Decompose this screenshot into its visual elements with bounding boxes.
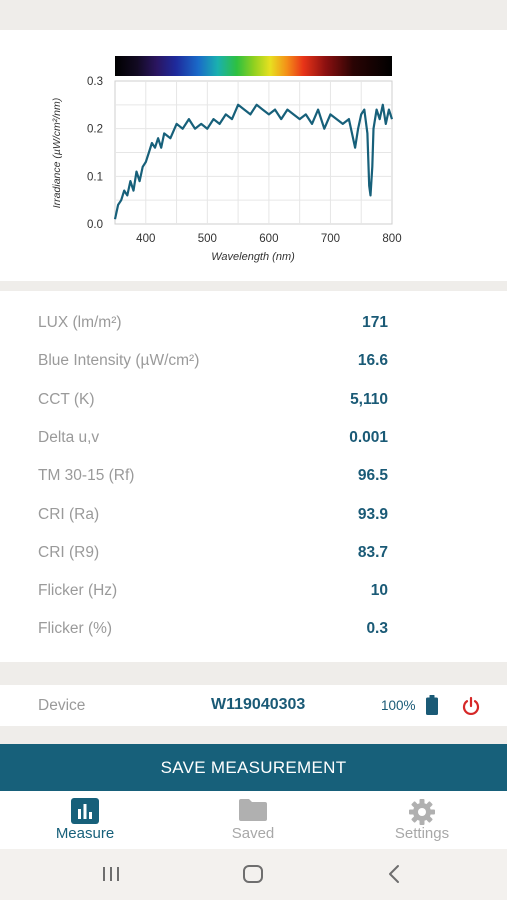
metric-label: Flicker (%) <box>38 620 113 638</box>
nav-measure-label: Measure <box>55 825 115 842</box>
x-tick-label: 500 <box>198 233 217 245</box>
metric-row: CCT (K) 5,110 <box>0 382 507 420</box>
metric-label: CCT (K) <box>38 390 95 408</box>
folder-icon <box>238 798 268 827</box>
y-tick-label: 0.1 <box>87 171 103 183</box>
nav-saved[interactable]: Saved <box>193 791 313 849</box>
metric-row: CRI (Ra) 93.9 <box>0 497 507 535</box>
device-id: W119040303 <box>211 696 306 713</box>
metric-label: CRI (R9) <box>38 543 100 561</box>
metric-label: Blue Intensity (µW/cm²) <box>38 352 200 370</box>
metric-row: TM 30-15 (Rf) 96.5 <box>0 458 507 496</box>
spectrum-chart: 400 500 600 700 800 0.0 0.1 0.2 0.3 Wavelength (… <box>51 56 402 263</box>
nav-settings[interactable]: Settings <box>362 791 482 849</box>
battery-full-icon <box>425 695 439 720</box>
metric-row: CRI (R9) 83.7 <box>0 535 507 573</box>
nav-settings-label: Settings <box>394 825 450 842</box>
recents-icon[interactable] <box>100 861 122 892</box>
gear-icon <box>408 798 436 831</box>
metric-value: 93.9 <box>357 505 388 523</box>
home-icon[interactable] <box>241 861 265 892</box>
device-label: Device <box>38 697 86 714</box>
y-tick-label: 0.0 <box>87 219 103 231</box>
x-tick-label: 600 <box>259 233 278 245</box>
metric-label: Delta u,v <box>38 428 100 446</box>
metric-row: Flicker (Hz) 10 <box>0 573 507 611</box>
metric-row: Blue Intensity (µW/cm²) 16.6 <box>0 343 507 381</box>
x-tick-label: 800 <box>382 233 401 245</box>
status-bar-area <box>0 0 507 30</box>
power-icon[interactable] <box>461 696 481 721</box>
y-axis-label: Irradiance (µW/cm²/nm) <box>51 98 63 208</box>
nav-measure[interactable]: Measure <box>25 791 145 849</box>
metric-value: 5,110 <box>350 390 388 408</box>
metric-row: Flicker (%) 0.3 <box>0 611 507 649</box>
nav-saved-label: Saved <box>231 825 275 842</box>
metric-row: Delta u,v 0.001 <box>0 420 507 458</box>
metrics-panel: LUX (lm/m²) 171 Blue Intensity (µW/cm²) 16.… <box>0 291 507 662</box>
metric-row: LUX (lm/m²) 171 <box>0 305 507 343</box>
bar-chart-icon <box>71 798 99 829</box>
metric-value: 171 <box>362 314 388 331</box>
series-line <box>113 103 394 220</box>
x-axis-label: Wavelength (nm) <box>211 251 295 263</box>
x-tick-label: 700 <box>321 233 340 245</box>
metric-value: 10 <box>370 582 388 600</box>
back-icon[interactable] <box>384 861 404 892</box>
metric-value: 83.7 <box>357 543 388 561</box>
bottom-navigation: Measure Saved <box>0 791 507 849</box>
spectrum-color-bar <box>115 56 392 76</box>
x-tick-label: 400 <box>136 233 155 245</box>
metric-label: Flicker (Hz) <box>38 582 118 600</box>
system-navigation-bar <box>0 849 507 900</box>
spectrum-chart-card: 400 500 600 700 800 0.0 0.1 0.2 0.3 Wavelength (… <box>0 30 507 281</box>
save-measurement-button[interactable]: SAVE MEASUREMENT <box>0 744 507 791</box>
metric-label: TM 30-15 (Rf) <box>38 467 135 485</box>
device-bar: Device W119040303 100% <box>0 685 507 726</box>
y-tick-label: 0.3 <box>87 76 103 88</box>
metric-value: 0.3 <box>366 620 388 638</box>
metric-label: LUX (lm/m²) <box>38 314 122 331</box>
y-tick-label: 0.2 <box>87 124 103 136</box>
metric-value: 96.5 <box>357 467 388 485</box>
metric-label: CRI (Ra) <box>38 505 100 523</box>
metric-value: 16.6 <box>357 352 388 370</box>
metric-value: 0.001 <box>349 428 388 446</box>
battery-percentage: 100% <box>381 698 416 713</box>
